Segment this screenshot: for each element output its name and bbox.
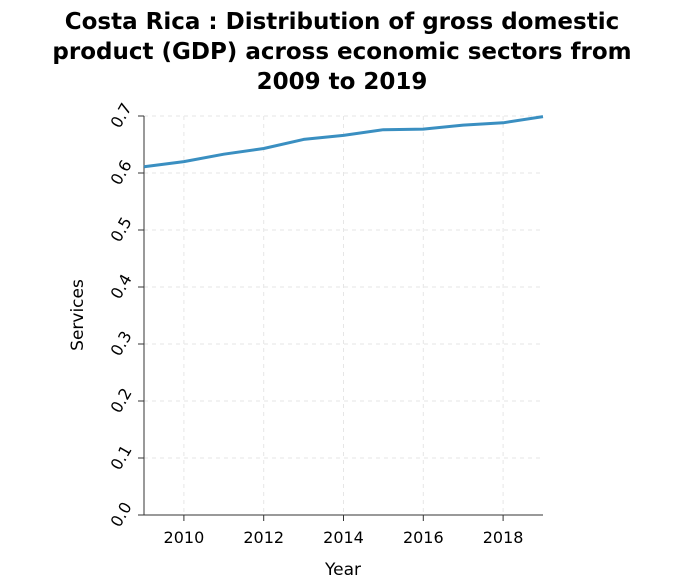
x-tick-label: 2018	[483, 528, 524, 547]
chart-title-line-2: product (GDP) across economic sectors fr…	[52, 39, 631, 65]
y-tick-label: 0.3	[107, 328, 136, 360]
y-tick-label: 0.6	[107, 157, 136, 189]
y-tick-label: 0.1	[107, 442, 136, 474]
y-tick-label: 0.0	[107, 499, 136, 531]
y-tick-label: 0.7	[107, 100, 136, 132]
y-tick-label: 0.4	[107, 271, 136, 303]
x-tick-label: 2014	[323, 528, 364, 547]
grid-lines	[144, 115, 543, 515]
series-line	[143, 115, 544, 169]
y-tick-label: 0.5	[107, 214, 136, 246]
chart-title-line-3: 2009 to 2019	[257, 69, 428, 95]
y-axis-ticks: 0.0 0.1 0.2 0.3 0.4 0.5 0.6 0.7	[107, 100, 144, 531]
y-tick-label: 0.2	[107, 385, 136, 417]
x-tick-label: 2010	[164, 528, 205, 547]
x-tick-label: 2016	[403, 528, 444, 547]
x-axis-ticks: 2010 2012 2014 2016 2018	[164, 515, 524, 547]
series-layer	[143, 115, 544, 169]
x-tick-label: 2012	[243, 528, 284, 547]
chart-title-line-1: Costa Rica : Distribution of gross domes…	[65, 9, 619, 35]
y-axis-label: Services	[68, 279, 88, 351]
x-axis-label: Year	[324, 560, 361, 580]
chart-title: Costa Rica : Distribution of gross domes…	[52, 9, 631, 95]
